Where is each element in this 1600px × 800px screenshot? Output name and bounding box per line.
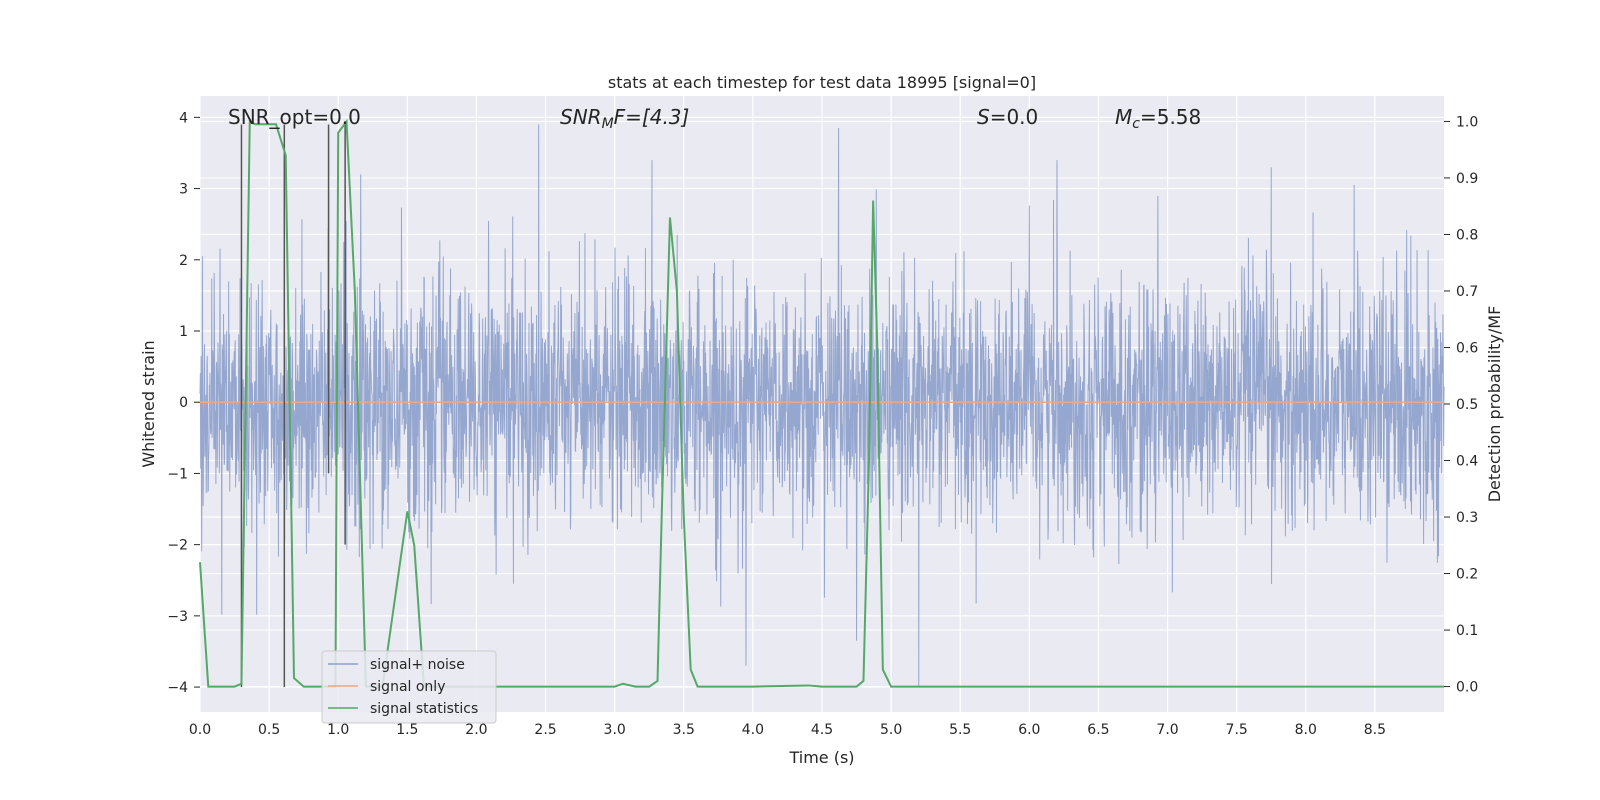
x-tick-label: 5.5 <box>949 722 971 738</box>
y2-tick-label: 1.0 <box>1456 114 1478 130</box>
x-tick-label: 0.0 <box>189 722 211 738</box>
ticks: 0.0 0.5 1.0 1.5 2.0 2.5 3.0 3.5 4.0 4.5 5.0 5.5 6.0 6… <box>167 110 1478 738</box>
y2-tick-label: 0.7 <box>1456 284 1478 300</box>
y2-tick-label: 0.4 <box>1456 454 1478 470</box>
y2-tick-label: 0.8 <box>1456 227 1478 243</box>
x-tick-label: 6.0 <box>1018 722 1040 738</box>
x-axis-label: Time (s) <box>788 748 854 767</box>
x-tick-label: 8.0 <box>1295 722 1317 738</box>
x-tick-label: 1.5 <box>396 722 418 738</box>
x-tick-label: 2.0 <box>465 722 487 738</box>
y-tick-label: −1 <box>167 466 188 482</box>
x-tick-label: 8.5 <box>1364 722 1386 738</box>
x-tick-label: 0.5 <box>258 722 280 738</box>
x-tick-label: 5.0 <box>880 722 902 738</box>
legend: signal+ noise signal only signal statist… <box>321 650 497 724</box>
y-tick-label: 3 <box>179 182 188 198</box>
y-tick-label: 4 <box>179 110 188 126</box>
x-tick-label: 7.5 <box>1226 722 1248 738</box>
legend-label-signal-only: signal only <box>370 679 445 695</box>
y2-tick-label: 0.3 <box>1456 510 1478 526</box>
x-tick-label: 2.5 <box>534 722 556 738</box>
y2-tick-label: 0.0 <box>1456 680 1478 696</box>
y2-tick-label: 0.9 <box>1456 171 1478 187</box>
x-tick-label: 6.5 <box>1087 722 1109 738</box>
annotation-snr-opt: SNR_opt=0.0 <box>228 105 361 129</box>
annotation-mc: Mc=5.58 <box>1115 105 1201 132</box>
y-tick-label: 2 <box>179 253 188 269</box>
y2-tick-label: 0.6 <box>1456 340 1478 356</box>
legend-label-signal-noise: signal+ noise <box>370 657 465 673</box>
legend-box <box>321 650 497 724</box>
y2-tick-label: 0.2 <box>1456 567 1478 583</box>
y2-tick-label: 0.1 <box>1456 623 1478 639</box>
series-signal-noise-line <box>199 124 1445 688</box>
y2-axis-label: Detection probability/MF <box>1485 306 1504 503</box>
x-tick-label: 3.0 <box>604 722 626 738</box>
y-tick-label: −2 <box>167 538 188 554</box>
annotation-s: S=0.0 <box>977 105 1038 129</box>
y2-tick-label: 0.5 <box>1456 397 1478 413</box>
y-tick-label: 0 <box>179 395 188 411</box>
y-tick-label: −3 <box>167 609 188 625</box>
legend-label-signal-statistics: signal statistics <box>370 701 478 717</box>
annotation-snr-mf: SNRMF=[4.3] <box>560 105 689 132</box>
x-tick-label: 1.0 <box>327 722 349 738</box>
y-tick-label: −4 <box>167 680 188 696</box>
x-tick-label: 7.0 <box>1156 722 1178 738</box>
x-tick-label: 3.5 <box>673 722 695 738</box>
chart-title: stats at each timestep for test data 189… <box>608 73 1036 92</box>
y-tick-label: 1 <box>179 324 188 340</box>
x-tick-label: 4.5 <box>811 722 833 738</box>
y-axis-label: Whitened strain <box>139 340 158 467</box>
x-tick-label: 4.0 <box>742 722 764 738</box>
